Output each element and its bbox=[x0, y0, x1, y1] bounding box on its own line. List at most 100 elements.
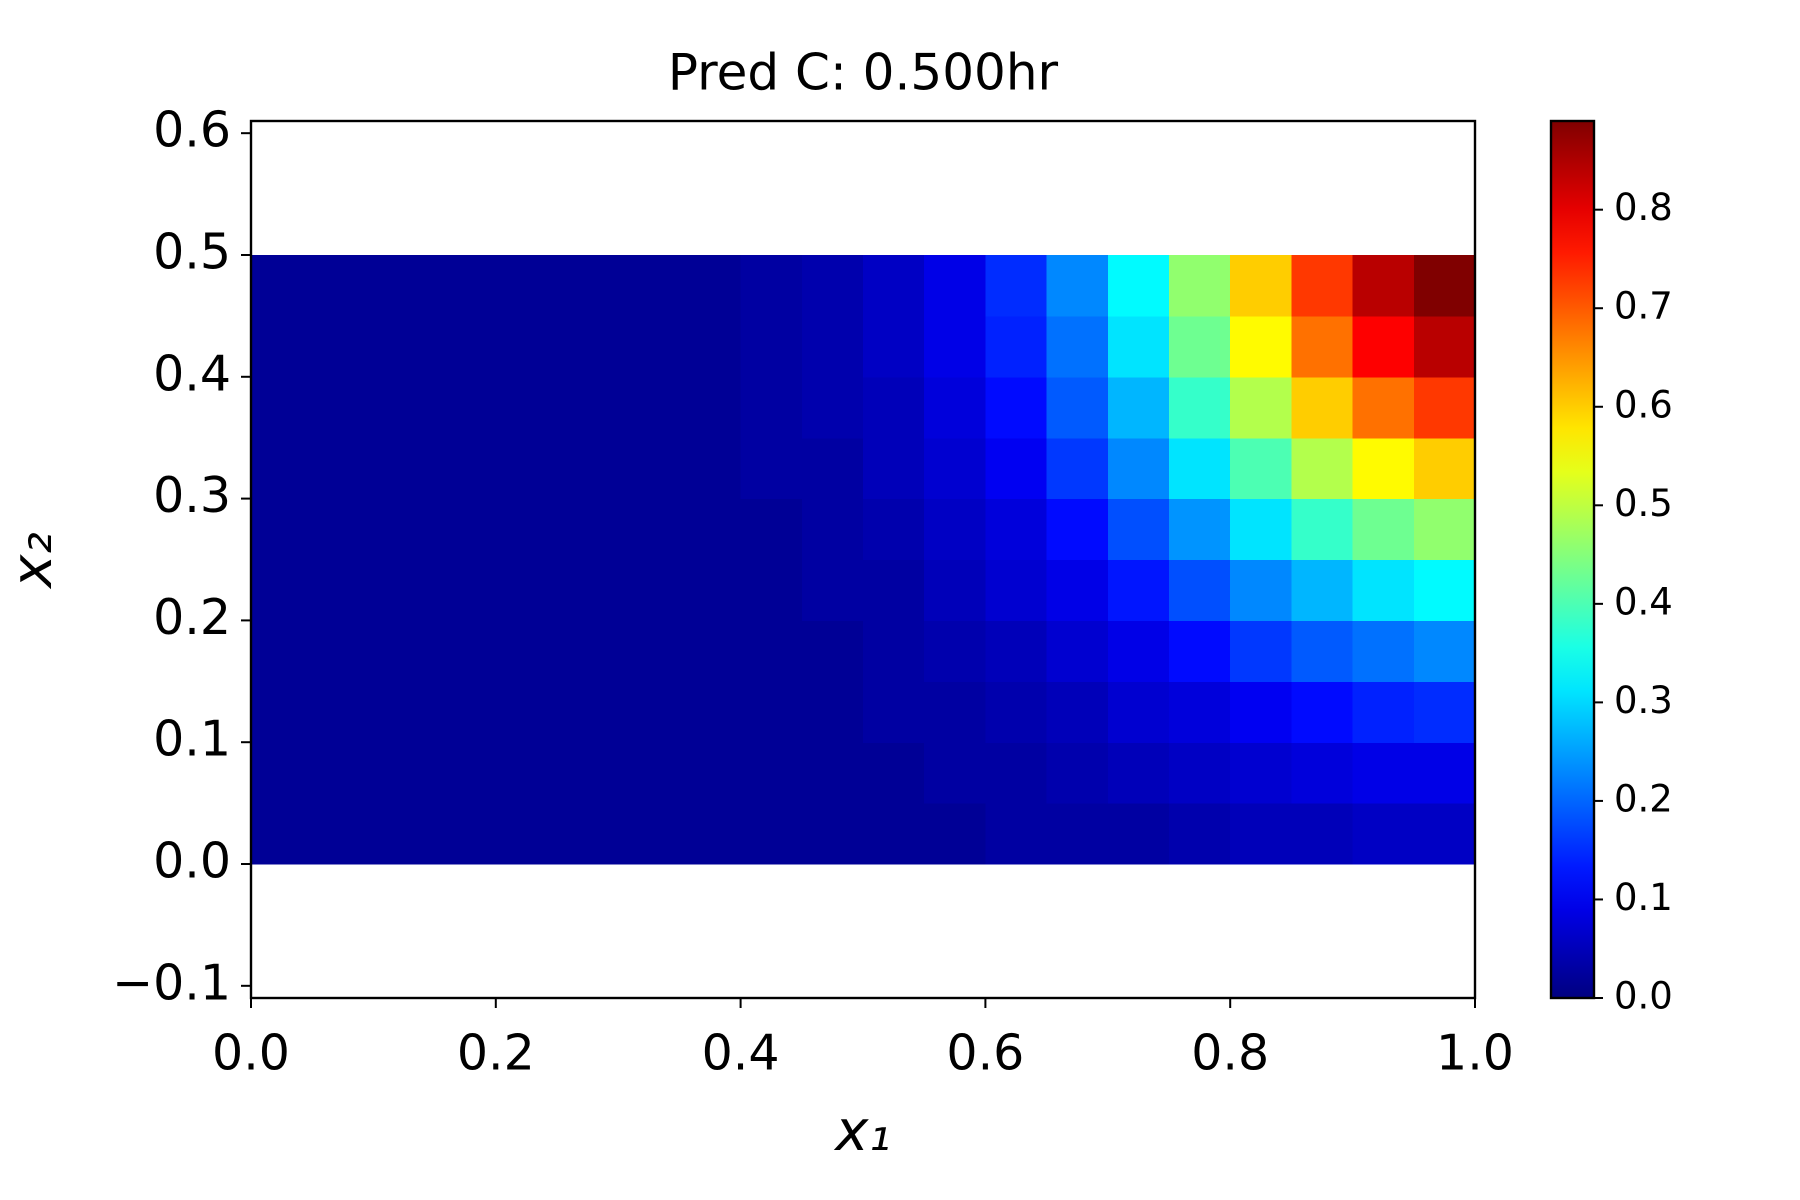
heat-cell bbox=[557, 437, 619, 500]
heat-cell bbox=[618, 498, 680, 561]
heat-cell bbox=[924, 498, 986, 561]
heat-cell bbox=[434, 254, 497, 317]
heat-cell bbox=[495, 803, 558, 865]
heat-cell bbox=[1169, 498, 1231, 561]
heat-cell bbox=[1352, 437, 1415, 500]
heat-cell bbox=[312, 254, 374, 317]
heat-cell bbox=[1413, 620, 1476, 682]
heat-cell bbox=[1169, 315, 1231, 378]
x-tick-label: 0.6 bbox=[946, 1025, 1024, 1082]
heat-cell bbox=[434, 376, 497, 439]
heat-cell bbox=[1046, 681, 1109, 743]
heat-cell bbox=[985, 803, 1048, 865]
heat-cell bbox=[312, 437, 374, 500]
colorbar-tick-label: 0.5 bbox=[1614, 482, 1673, 525]
heat-cell bbox=[618, 559, 680, 622]
heat-cell bbox=[985, 254, 1048, 317]
heat-cell bbox=[495, 315, 558, 378]
heat-cell bbox=[1169, 620, 1231, 682]
heat-cell bbox=[985, 681, 1048, 743]
heat-cell bbox=[679, 803, 742, 865]
heat-cell bbox=[1046, 620, 1109, 682]
heat-cell bbox=[801, 681, 864, 743]
heat-cell bbox=[251, 254, 313, 317]
heat-cell bbox=[434, 620, 497, 682]
heat-cell bbox=[679, 742, 742, 804]
heat-cell bbox=[740, 315, 803, 378]
heat-cell bbox=[557, 254, 619, 317]
y-axis-label: x₂ bbox=[0, 532, 65, 590]
heat-cell bbox=[801, 315, 864, 378]
heat-cell bbox=[618, 437, 680, 500]
y-tick-label: 0.1 bbox=[153, 711, 231, 768]
x-tick-label: 0.2 bbox=[457, 1025, 535, 1082]
heat-cell bbox=[251, 315, 313, 378]
heat-cell bbox=[801, 559, 864, 622]
heat-cell bbox=[1230, 376, 1292, 439]
heat-cell bbox=[1230, 498, 1292, 561]
heat-cell bbox=[373, 437, 436, 500]
heat-cell bbox=[1291, 315, 1354, 378]
heat-cell bbox=[1413, 559, 1476, 622]
heat-cell bbox=[1413, 376, 1476, 439]
heat-cell bbox=[1352, 315, 1415, 378]
heat-cell bbox=[1291, 559, 1354, 622]
heat-cell bbox=[1107, 620, 1170, 682]
heat-cell bbox=[863, 376, 925, 439]
heat-cell bbox=[495, 620, 558, 682]
heat-cell bbox=[618, 681, 680, 743]
heat-cell bbox=[373, 620, 436, 682]
heat-cell bbox=[1352, 376, 1415, 439]
heat-cell bbox=[1230, 254, 1292, 317]
heat-cell bbox=[618, 254, 680, 317]
y-tick-label: 0.4 bbox=[153, 345, 231, 402]
heat-cell bbox=[1169, 681, 1231, 743]
heat-cell bbox=[251, 803, 313, 865]
colorbar-tick-label: 0.1 bbox=[1614, 876, 1673, 919]
colorbar bbox=[1549, 119, 1596, 1000]
heat-cell bbox=[1169, 376, 1231, 439]
heat-cell bbox=[312, 376, 374, 439]
heat-cell bbox=[557, 681, 619, 743]
heat-cell bbox=[557, 742, 619, 804]
heat-cell bbox=[985, 315, 1048, 378]
heat-cell bbox=[740, 437, 803, 500]
heat-cell bbox=[1291, 498, 1354, 561]
heat-cell bbox=[1046, 559, 1109, 622]
heat-cell bbox=[312, 498, 374, 561]
colorbar-tick-label: 0.8 bbox=[1614, 186, 1673, 229]
heat-cell bbox=[1352, 498, 1415, 561]
heat-cell bbox=[985, 559, 1048, 622]
heat-cell bbox=[1291, 254, 1354, 317]
heat-cell bbox=[618, 803, 680, 865]
heat-cell bbox=[1413, 498, 1476, 561]
heat-cell bbox=[740, 559, 803, 622]
colorbar-tick-label: 0.3 bbox=[1614, 679, 1673, 722]
heat-cell bbox=[1107, 437, 1170, 500]
heat-cell bbox=[434, 803, 497, 865]
heat-cell bbox=[924, 254, 986, 317]
heat-cell bbox=[434, 498, 497, 561]
heat-cell bbox=[312, 803, 374, 865]
heat-cell bbox=[1107, 559, 1170, 622]
heat-cell bbox=[434, 742, 497, 804]
heat-cell bbox=[373, 315, 436, 378]
heat-cell bbox=[557, 620, 619, 682]
colorbar-tick-label: 0.0 bbox=[1614, 975, 1673, 1018]
heat-cell bbox=[740, 376, 803, 439]
heat-cell bbox=[1230, 681, 1292, 743]
heat-cell bbox=[740, 498, 803, 561]
colorbar-tick-label: 0.2 bbox=[1614, 777, 1673, 820]
heat-cell bbox=[679, 498, 742, 561]
heat-cell bbox=[251, 742, 313, 804]
heat-cell bbox=[495, 376, 558, 439]
heat-cell bbox=[312, 742, 374, 804]
y-tick-label: 0.6 bbox=[153, 102, 231, 159]
heat-cell bbox=[679, 254, 742, 317]
x-tick-label: 0.4 bbox=[702, 1025, 780, 1082]
heat-cell bbox=[863, 803, 925, 865]
plot-frame bbox=[249, 119, 1477, 1000]
heat-cell bbox=[1169, 254, 1231, 317]
heat-cell bbox=[679, 620, 742, 682]
